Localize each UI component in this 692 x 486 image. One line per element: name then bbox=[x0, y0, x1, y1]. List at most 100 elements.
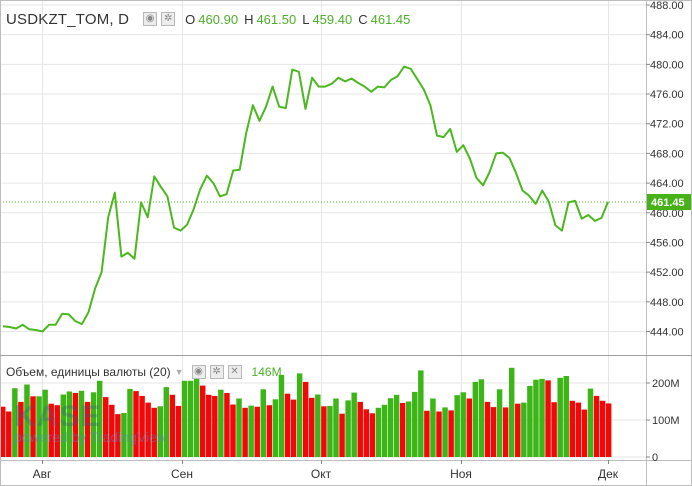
symbol-label: USDKZT_TOM, D bbox=[6, 10, 130, 28]
volume-bar bbox=[78, 390, 85, 457]
volume-bar bbox=[169, 394, 176, 457]
volume-bar bbox=[436, 411, 442, 457]
volume-bar bbox=[0, 406, 6, 457]
volume-bar bbox=[581, 409, 588, 457]
volume-bar bbox=[369, 413, 376, 457]
price-series bbox=[0, 65, 646, 333]
volume-bar bbox=[127, 388, 133, 457]
last-price-label: 461.45 bbox=[651, 197, 685, 209]
volume-bar bbox=[272, 399, 279, 457]
volume-bar bbox=[418, 370, 424, 457]
volume-bar bbox=[145, 402, 151, 457]
volume-bar bbox=[260, 389, 266, 457]
volume-bar bbox=[30, 396, 36, 457]
eye-icon[interactable]: ◉ bbox=[191, 365, 206, 379]
volume-bar bbox=[490, 407, 497, 457]
volume-bar bbox=[515, 403, 521, 457]
y-tick-label: 448.00 bbox=[650, 297, 684, 309]
volume-bar bbox=[539, 378, 545, 457]
volume-bar bbox=[375, 407, 382, 457]
open-label: O bbox=[185, 11, 196, 27]
volume-bar bbox=[181, 380, 188, 457]
volume-bar bbox=[387, 398, 394, 457]
volume-bar bbox=[302, 381, 309, 457]
volume-bar bbox=[254, 406, 260, 457]
volume-bar bbox=[521, 402, 527, 457]
gear-icon[interactable]: ✲ bbox=[209, 365, 224, 379]
volume-bar bbox=[605, 403, 612, 457]
volume-bar bbox=[381, 404, 388, 457]
volume-bar bbox=[502, 407, 509, 457]
volume-bar bbox=[430, 398, 436, 457]
low-value: 459.40 bbox=[312, 11, 353, 27]
volume-bar bbox=[284, 393, 291, 457]
close-value: 461.45 bbox=[370, 11, 411, 27]
volume-bar bbox=[454, 395, 460, 457]
volume-bar bbox=[496, 389, 503, 457]
volume-bar bbox=[575, 402, 582, 457]
volume-bar bbox=[339, 413, 345, 457]
volume-bar bbox=[412, 391, 418, 457]
volume-value: 146M bbox=[251, 365, 282, 379]
volume-bar bbox=[133, 391, 139, 457]
chevron-down-icon[interactable]: ▼ bbox=[174, 367, 184, 377]
volume-bar bbox=[309, 397, 315, 457]
volume-bar bbox=[96, 380, 103, 457]
chart-header: USDKZT_TOM, D ◉ ✲ O 460.90 H 461.50 L 45… bbox=[6, 9, 410, 29]
volume-bar bbox=[54, 405, 60, 457]
close-icon[interactable]: ✕ bbox=[227, 365, 242, 379]
x-tick-label: Сен bbox=[171, 467, 193, 481]
volume-bar bbox=[545, 380, 551, 457]
open-value: 460.90 bbox=[198, 11, 239, 27]
watermark: KASE powered by TradingView bbox=[14, 400, 167, 445]
gear-icon[interactable]: ✲ bbox=[161, 12, 176, 26]
volume-bar bbox=[569, 400, 576, 457]
volume-tick-label: 100M bbox=[652, 415, 680, 427]
kase-logo: KASE bbox=[14, 400, 102, 433]
y-tick-label: 480.00 bbox=[650, 59, 684, 71]
volume-bar bbox=[90, 392, 97, 458]
volume-bar bbox=[193, 376, 200, 457]
volume-bar bbox=[593, 395, 600, 457]
volume-bar bbox=[405, 401, 412, 457]
volume-bar bbox=[327, 405, 333, 457]
volume-bar bbox=[48, 403, 54, 457]
volume-bar bbox=[115, 414, 121, 457]
y-tick-label: 456.00 bbox=[650, 237, 684, 249]
volume-bar bbox=[139, 395, 145, 457]
volume-bar bbox=[84, 401, 91, 457]
high-label: H bbox=[244, 11, 254, 27]
volume-bar bbox=[472, 381, 479, 457]
volume-bar bbox=[248, 405, 254, 457]
last-price-label-bg bbox=[647, 194, 691, 211]
price-line bbox=[2, 65, 609, 333]
volume-bar bbox=[36, 396, 42, 457]
volume-bar bbox=[72, 393, 79, 457]
y-tick-label: 452.00 bbox=[650, 267, 684, 279]
volume-bar bbox=[103, 397, 109, 457]
volume-series bbox=[0, 367, 612, 458]
volume-bar bbox=[333, 398, 339, 457]
volume-bar bbox=[484, 401, 491, 457]
volume-bar bbox=[399, 403, 406, 457]
low-label: L bbox=[302, 11, 310, 27]
volume-bar bbox=[157, 406, 163, 457]
volume-bar bbox=[230, 404, 236, 457]
volume-bar bbox=[508, 367, 515, 457]
volume-bar bbox=[557, 377, 563, 457]
volume-bar bbox=[599, 400, 606, 457]
volume-bar bbox=[278, 374, 285, 457]
volume-bar bbox=[533, 379, 539, 457]
eye-icon[interactable]: ◉ bbox=[143, 12, 158, 26]
volume-bar bbox=[24, 384, 30, 457]
volume-bar bbox=[393, 394, 400, 457]
volume-bar bbox=[466, 398, 473, 457]
volume-bar bbox=[66, 391, 73, 457]
volume-bar bbox=[290, 399, 297, 457]
volume-bar bbox=[587, 388, 594, 457]
volume-bar bbox=[563, 376, 569, 457]
y-tick-label: 468.00 bbox=[650, 148, 684, 160]
volume-bar bbox=[218, 389, 224, 457]
